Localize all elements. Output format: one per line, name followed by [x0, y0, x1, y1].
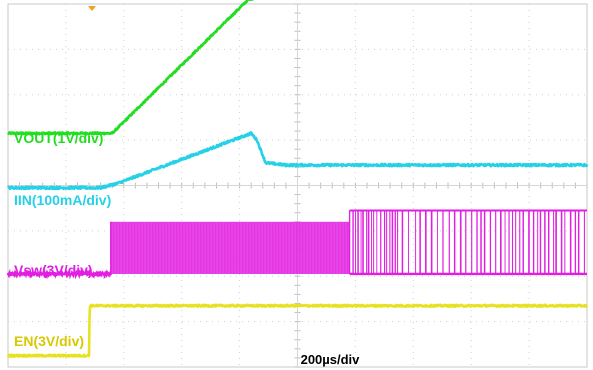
vsw-label: Vsw(3V/div) — [14, 262, 93, 278]
vsw-trace-group — [6, 209, 587, 280]
en-trace-group — [6, 303, 589, 358]
vout-trace-group — [6, 0, 255, 136]
iin-label: IIN(100mA/div) — [14, 192, 111, 208]
trigger-marker-icon — [88, 6, 96, 11]
vsw-trace-baseline — [6, 268, 113, 280]
iin-trace-group — [6, 131, 589, 191]
en-trace — [6, 303, 589, 358]
vout-trace — [6, 0, 255, 136]
vout-label: VOUT(1V/div) — [14, 130, 103, 146]
vsw-trace-dense-band — [111, 221, 350, 274]
traces — [6, 0, 589, 358]
time-scale-label: 200µs/div — [301, 352, 361, 367]
trace-labels: VOUT(1V/div) IIN(100mA/div) Vsw(3V/div) … — [14, 130, 360, 367]
iin-trace — [6, 131, 589, 191]
en-label: EN(3V/div) — [14, 333, 84, 349]
